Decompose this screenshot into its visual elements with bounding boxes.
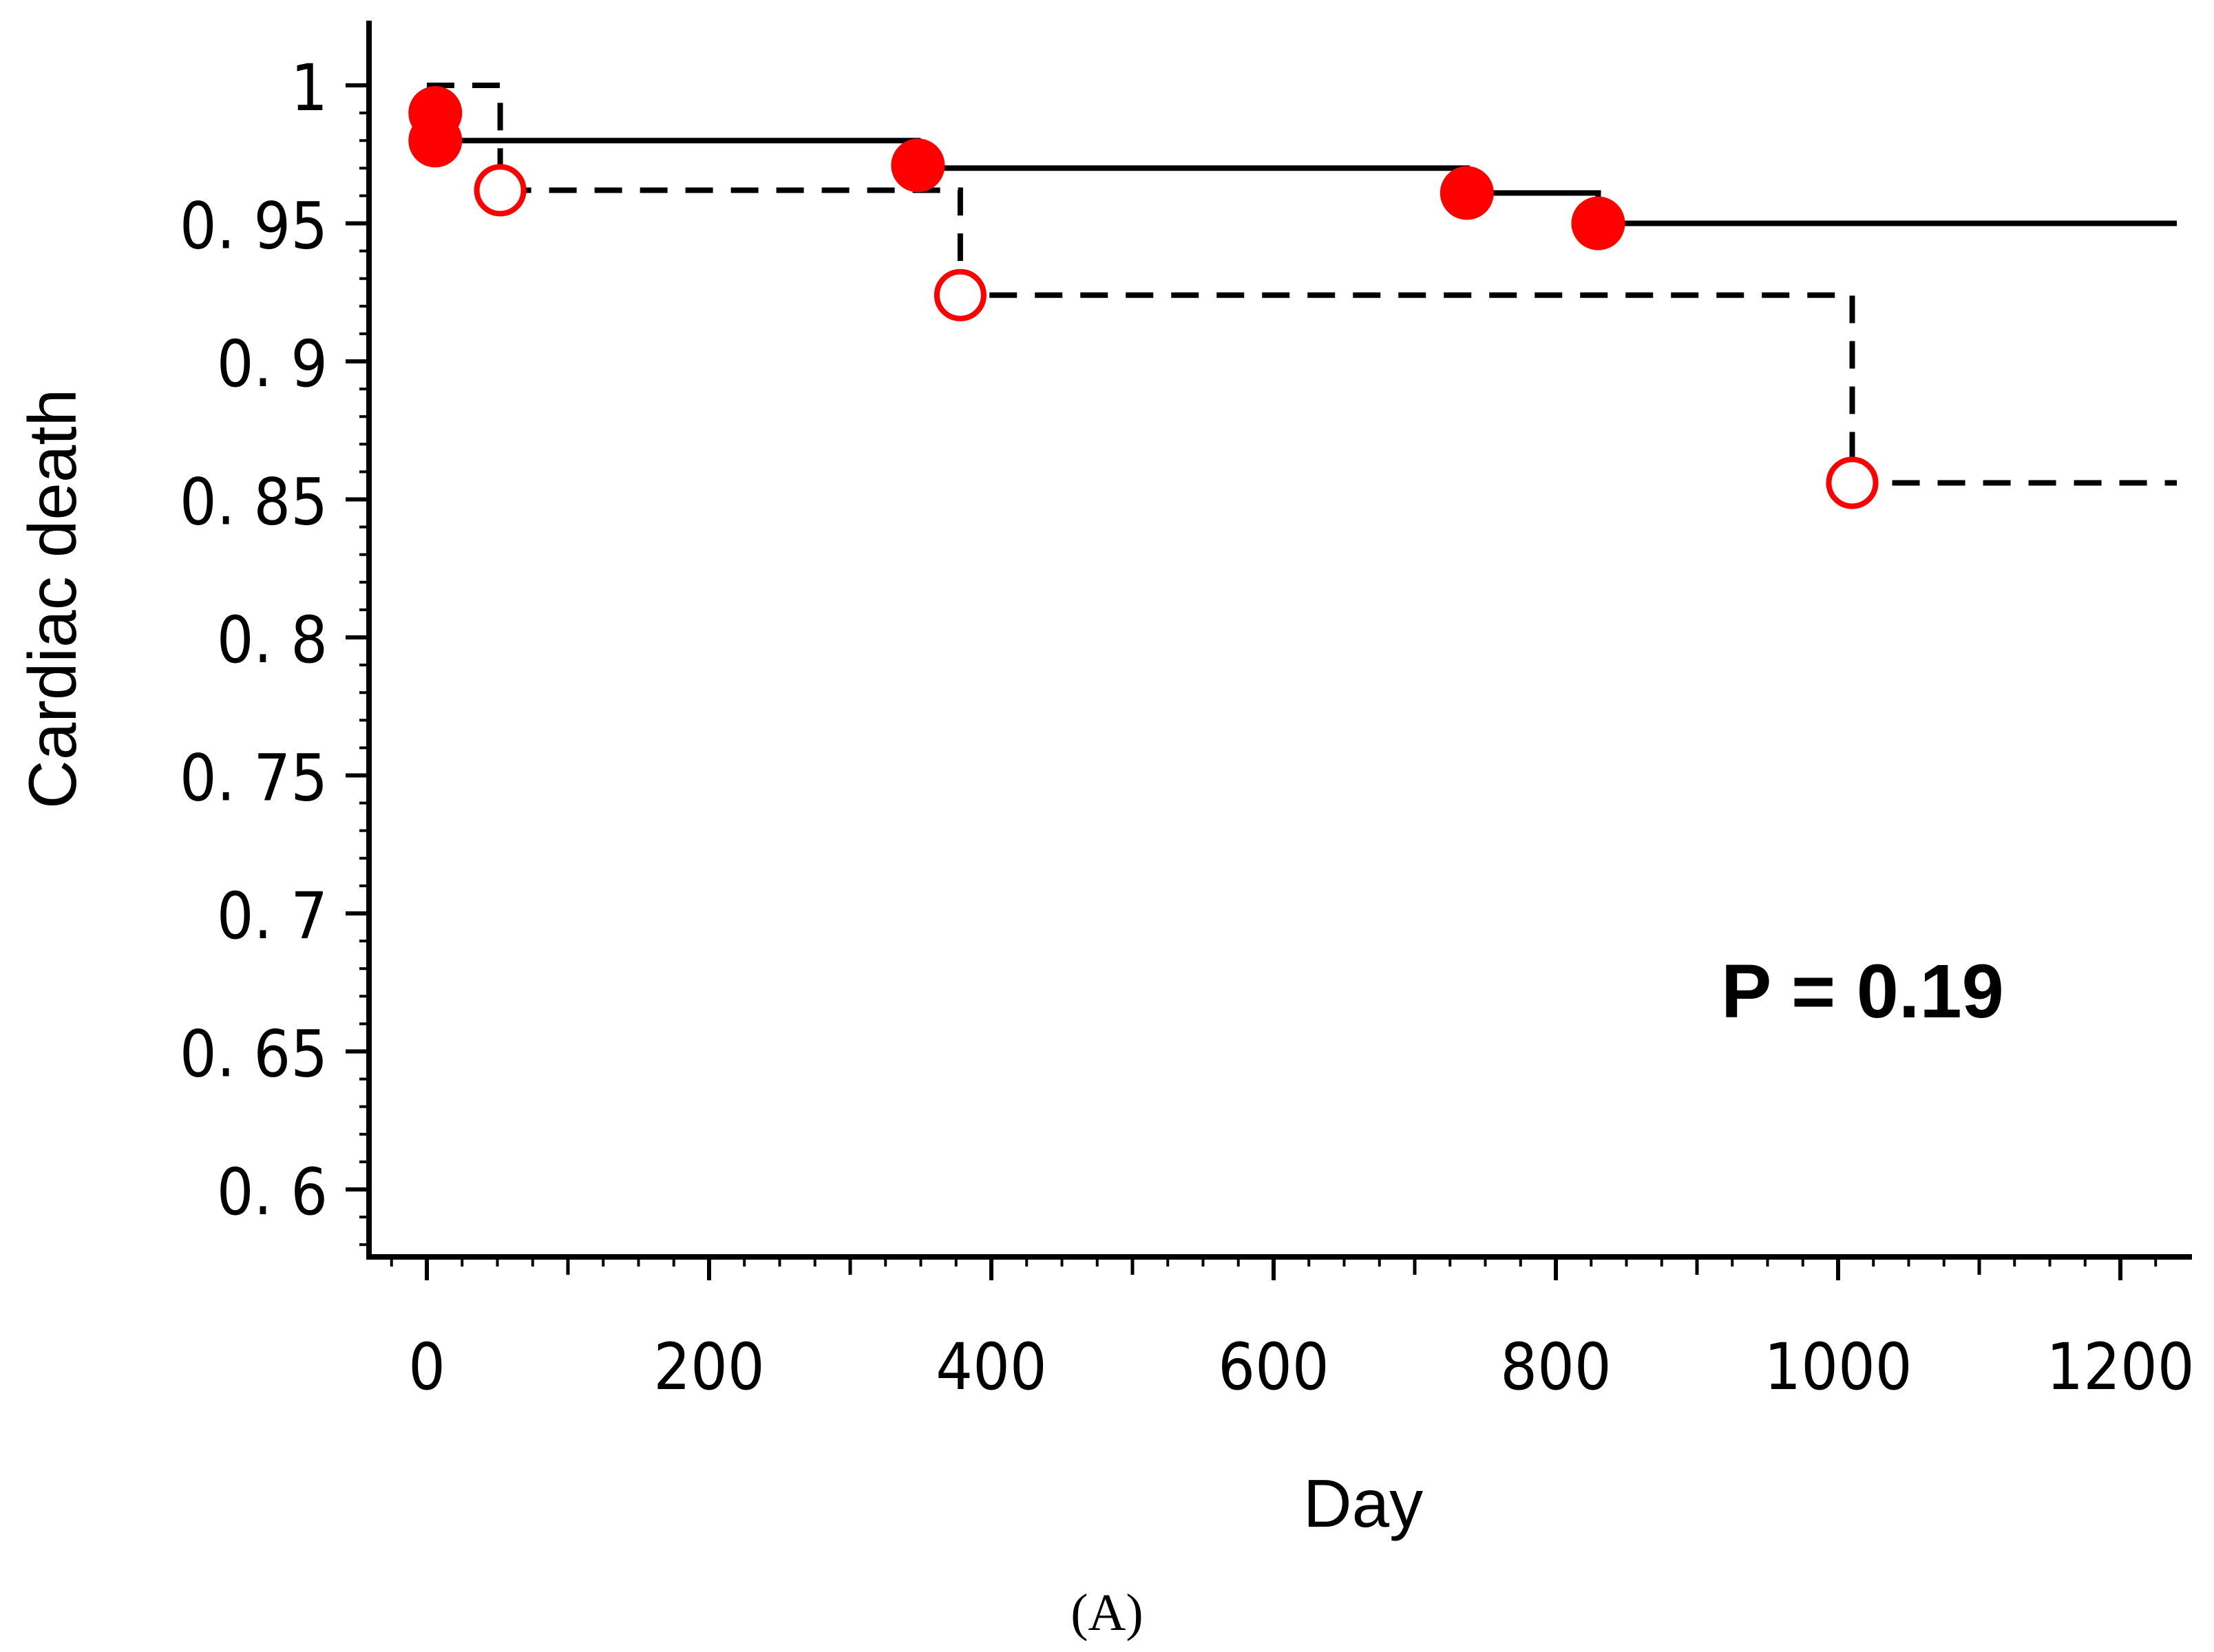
major-ticks [346,83,2122,1280]
y-tick-label: 0. 85 [180,465,328,540]
x-tick-label: 800 [1500,1330,1611,1405]
x-tick-label: 200 [653,1330,764,1405]
y-tick-label: 0. 65 [180,1017,328,1092]
y-tick-label: 0. 75 [180,741,328,816]
x-tick-labels: 0 200 400 600 800 1000 1200 [408,1330,2194,1405]
series-dashed-marker [934,268,987,321]
series-dashed-marker [1826,456,1879,509]
y-tick-label: 0. 9 [217,327,328,402]
series-lines [427,83,2177,486]
axes [366,21,2192,1260]
x-tick-label: 600 [1218,1330,1329,1405]
series-solid-marker [1571,196,1625,251]
y-tick-label: 0. 95 [180,189,328,264]
series-solid-marker [1440,166,1494,220]
x-tick-label: 400 [936,1330,1046,1405]
y-tick-label: 0. 6 [217,1155,328,1230]
p-value-annotation: P = 0.19 [1721,949,2004,1034]
series-dashed-marker [474,164,527,217]
series-dashed-line [427,83,2177,486]
series-markers [408,86,1879,509]
x-tick-label: 0 [408,1330,445,1405]
y-tick-label: 0. 7 [217,879,328,954]
series-solid-marker [408,114,463,168]
minor-ticks [359,112,2158,1275]
panel-label: (A) [1071,1584,1143,1642]
y-tick-label: 1 [291,51,328,126]
series-solid-marker [891,138,945,193]
x-tick-label: 1000 [1764,1330,1912,1405]
x-tick-label: 1200 [2046,1330,2194,1405]
y-axis-title: Cardiac death [14,389,90,809]
y-tick-labels: 0. 6 0. 65 0. 7 0. 75 0. 8 0. 85 0. 9 0. 95 1 [180,51,328,1230]
y-tick-label: 0. 8 [217,603,328,678]
x-axis-title: Day [1303,1465,1423,1541]
series-solid-line [427,83,2177,226]
